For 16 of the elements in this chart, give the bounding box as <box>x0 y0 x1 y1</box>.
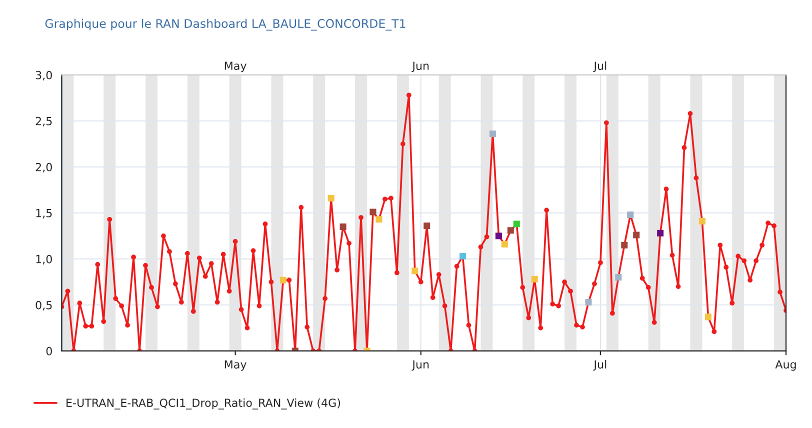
legend-label: E-UTRAN_E-RAB_QCI1_Drop_Ratio_RAN_View (4G) <box>66 398 340 410</box>
y-tick-label: 2,0 <box>36 162 52 172</box>
x-tick-label: Aug <box>775 360 796 371</box>
y-tick-label: 0,5 <box>36 300 52 310</box>
y-tick-label: 2,5 <box>36 116 52 126</box>
x-tick-label: Jul <box>593 360 606 371</box>
y-tick-label: 0 <box>46 346 52 356</box>
y-tick-label: 1,5 <box>36 209 52 218</box>
y-tick-label: 1,0 <box>36 254 52 264</box>
x2-tick-label: Jul <box>593 61 606 72</box>
x-tick-label: Jun <box>412 360 429 371</box>
x2-tick-label: Jun <box>412 62 429 72</box>
chart-title: Graphique pour le RAN Dashboard LA_BAULE_CONCORDE_T1 <box>45 18 406 31</box>
y-tick-label: 3,0 <box>36 70 52 80</box>
x2-tick-label: May <box>224 62 246 72</box>
x-tick-label: May <box>224 360 246 371</box>
